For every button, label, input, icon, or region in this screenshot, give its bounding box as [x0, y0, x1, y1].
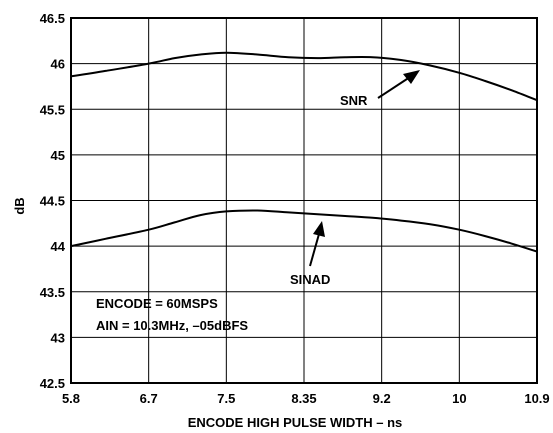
x-tick-label: 6.7: [140, 391, 158, 406]
y-tick-label: 43: [51, 330, 65, 345]
series-line-sinad: [70, 209, 538, 253]
x-tick-label: 10: [452, 391, 466, 406]
y-tick-label: 43.5: [40, 285, 65, 300]
conditions-line-2: AIN = 10.3MHz, –05dBFS: [96, 318, 248, 333]
x-tick-label: 5.8: [62, 391, 80, 406]
y-tick-label: 46: [51, 57, 65, 72]
conditions-line-1: ENCODE = 60MSPS: [96, 296, 218, 311]
y-axis-label: dB: [12, 197, 27, 214]
x-tick-label: 10.9: [524, 391, 549, 406]
y-tick-label: 46.5: [40, 11, 65, 26]
snr-arrow-head: [403, 70, 420, 84]
sinad-arrow-shaft: [309, 233, 320, 267]
snr-label: SNR: [340, 93, 368, 108]
y-tick-label: 44: [51, 239, 66, 254]
plot-frame: [70, 17, 538, 384]
x-tick-label: 7.5: [217, 391, 235, 406]
y-tick-label: 42.5: [40, 376, 65, 391]
x-tick-label: 8.35: [291, 391, 316, 406]
sinad-arrow-head: [313, 221, 325, 237]
sinad-label: SINAD: [290, 272, 330, 287]
snr-arrow-shaft: [377, 76, 411, 99]
y-tick-labels: 42.5 43 43.5 44 44.5 45 45.5 46 46.5: [40, 11, 66, 391]
x-tick-labels: 5.8 6.7 7.5 8.35 9.2 10 10.9: [62, 391, 550, 406]
y-tick-label: 44.5: [40, 194, 65, 209]
x-axis-label: ENCODE HIGH PULSE WIDTH – ns: [188, 415, 403, 430]
series-line-snr: [70, 51, 538, 102]
y-tick-label: 45: [51, 148, 65, 163]
x-tick-label: 9.2: [373, 391, 391, 406]
series-lines: [70, 51, 538, 253]
y-tick-label: 45.5: [40, 102, 65, 117]
